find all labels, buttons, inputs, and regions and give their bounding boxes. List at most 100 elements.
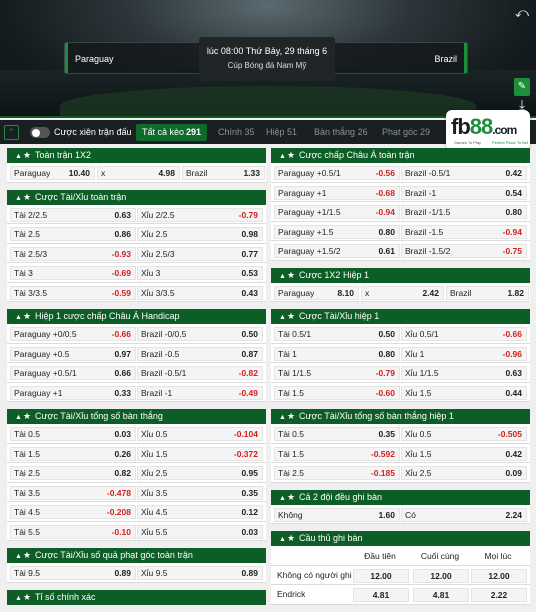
odds-button[interactable]: Xỉu 3 0.53 bbox=[137, 266, 263, 280]
odds-button[interactable]: Paraguay +0.5/1 -0.56 bbox=[274, 166, 400, 180]
star-icon[interactable]: ★ bbox=[23, 591, 32, 602]
odds-button[interactable]: Paraguay +1 0.33 bbox=[10, 385, 136, 400]
odds-button[interactable]: Tài 2.5 0.82 bbox=[10, 466, 136, 480]
odds-button[interactable]: x 4.98 bbox=[97, 166, 180, 180]
odds-button[interactable]: Tài 1.5 -0.60 bbox=[274, 385, 400, 400]
odds-button[interactable]: Xỉu 2.5 0.98 bbox=[137, 227, 263, 241]
odds-button[interactable]: Paraguay +0/0.5 -0.66 bbox=[10, 327, 136, 341]
collapse-icon[interactable]: ▲ bbox=[279, 153, 286, 160]
star-icon[interactable]: ★ bbox=[287, 269, 296, 280]
collapse-icon[interactable]: ▲ bbox=[15, 153, 22, 160]
back-icon[interactable]: ⤺ bbox=[515, 5, 529, 20]
download-icon[interactable]: ⤓ bbox=[519, 97, 525, 112]
odds-button[interactable]: Paraguay +0.5/1 0.66 bbox=[10, 366, 136, 380]
odds-button[interactable]: Tài 1 0.80 bbox=[274, 346, 400, 361]
odds-button[interactable]: 4.81 bbox=[413, 588, 469, 602]
odds-button[interactable]: Paraguay +1 -0.68 bbox=[274, 185, 400, 200]
combo-toggle[interactable] bbox=[30, 127, 50, 138]
collapse-icon[interactable]: ▲ bbox=[279, 494, 286, 502]
odds-button[interactable]: Tài 3/3.5 -0.59 bbox=[10, 285, 136, 300]
market-header[interactable]: ▲★ Hiệp 1 cược chấp Châu Á Handicap bbox=[7, 309, 266, 324]
odds-button[interactable]: Paraguay +1/1.5 -0.94 bbox=[274, 205, 400, 219]
market-header[interactable]: ▲★ Cược chấp Châu Á toàn trận bbox=[271, 148, 530, 163]
odds-button[interactable]: 12.00 bbox=[471, 568, 527, 583]
collapse-icon[interactable]: ▲ bbox=[15, 314, 22, 321]
tab-main[interactable]: Chính 35 bbox=[218, 127, 255, 137]
odds-button[interactable]: Tài 0.5 0.03 bbox=[10, 427, 136, 441]
odds-button[interactable]: Brazil -1.5/2 -0.75 bbox=[401, 244, 527, 258]
odds-button[interactable]: Tài 1.5 0.26 bbox=[10, 446, 136, 461]
star-icon[interactable]: ★ bbox=[23, 311, 32, 321]
collapse-icon[interactable]: ▲ bbox=[15, 594, 22, 602]
odds-button[interactable]: Paraguay 8.10 bbox=[274, 285, 359, 300]
odds-button[interactable]: Xỉu 2.5 0.09 bbox=[401, 466, 527, 480]
collapse-icon[interactable]: ▲ bbox=[15, 194, 22, 202]
odds-button[interactable]: Brazil -1 -0.49 bbox=[137, 385, 263, 400]
odds-button[interactable]: Brazil -0.5/1 -0.82 bbox=[137, 366, 263, 380]
odds-button[interactable]: Tài 2/2.5 0.63 bbox=[10, 207, 136, 222]
odds-button[interactable]: Xỉu 0.5 -0.505 bbox=[401, 427, 527, 441]
odds-button[interactable]: Xỉu 3.5 0.35 bbox=[137, 485, 263, 500]
odds-button[interactable]: Tài 9.5 0.89 bbox=[10, 566, 136, 580]
star-icon[interactable]: ★ bbox=[23, 550, 32, 560]
odds-button[interactable]: Xỉu 1.5 0.44 bbox=[401, 385, 527, 400]
odds-button[interactable]: Xỉu 9.5 0.89 bbox=[137, 566, 263, 580]
collapse-icon[interactable]: ▲ bbox=[279, 414, 286, 421]
market-header[interactable]: ▲★ Cả 2 đội đều ghi bàn bbox=[271, 489, 530, 505]
star-icon[interactable]: ★ bbox=[287, 491, 296, 502]
odds-button[interactable]: Tài 1/1.5 -0.79 bbox=[274, 366, 400, 380]
odds-button[interactable]: Xỉu 4.5 0.12 bbox=[137, 505, 263, 519]
pin-icon[interactable]: ✎ bbox=[514, 78, 530, 96]
tab-all[interactable]: Tất cả kèo 291 bbox=[136, 124, 208, 141]
collapse-all-icon[interactable]: ⌃ bbox=[4, 125, 19, 140]
odds-button[interactable]: Tài 0.5/1 0.50 bbox=[274, 327, 400, 341]
collapse-icon[interactable]: ▲ bbox=[15, 414, 22, 421]
odds-button[interactable]: 12.00 bbox=[413, 568, 469, 583]
odds-button[interactable]: Xỉu 1.5 -0.372 bbox=[137, 446, 263, 461]
market-header[interactable]: ▲★ Cược Tài/Xỉu tổng số bàn thắng hiệp 1 bbox=[271, 409, 530, 424]
odds-button[interactable]: 2.22 bbox=[471, 588, 527, 602]
odds-button[interactable]: Xỉu 3/3.5 0.43 bbox=[137, 285, 263, 300]
collapse-icon[interactable]: ▲ bbox=[279, 272, 286, 280]
odds-button[interactable]: Tài 0.5 0.35 bbox=[274, 427, 400, 441]
odds-button[interactable]: Brazil 1.82 bbox=[446, 285, 529, 300]
odds-button[interactable]: Brazil -0.5 0.87 bbox=[137, 346, 263, 361]
odds-button[interactable]: Xỉu 1 -0.96 bbox=[401, 346, 527, 361]
odds-button[interactable]: Tài 2.5 0.86 bbox=[10, 227, 136, 241]
market-header[interactable]: ▲★ Tỉ số chính xác bbox=[7, 589, 266, 605]
odds-button[interactable]: Brazil -0/0.5 0.50 bbox=[137, 327, 263, 341]
odds-button[interactable]: Tài 2.5/3 -0.93 bbox=[10, 246, 136, 261]
odds-button[interactable]: Có 2.24 bbox=[401, 507, 527, 522]
star-icon[interactable]: ★ bbox=[23, 191, 32, 202]
odds-button[interactable]: Xỉu 2.5 0.95 bbox=[137, 466, 263, 480]
odds-button[interactable]: Paraguay 10.40 bbox=[10, 166, 95, 180]
odds-button[interactable]: Tài 3.5 -0.478 bbox=[10, 485, 136, 500]
market-header[interactable]: ▲★ Cược Tài/Xỉu tổng số bàn thắng bbox=[7, 409, 266, 424]
odds-button[interactable]: Tài 3 -0.69 bbox=[10, 266, 136, 280]
odds-button[interactable]: Brazil -1 0.54 bbox=[401, 185, 527, 200]
odds-button[interactable]: Xỉu 1.5 0.42 bbox=[401, 446, 527, 461]
star-icon[interactable]: ★ bbox=[287, 311, 296, 321]
odds-button[interactable]: Brazil -1.5 -0.94 bbox=[401, 224, 527, 239]
odds-button[interactable]: Tài 5.5 -0.10 bbox=[10, 524, 136, 539]
odds-button[interactable]: x 2.42 bbox=[361, 285, 444, 300]
odds-button[interactable]: Tài 1.5 -0.592 bbox=[274, 446, 400, 461]
odds-button[interactable]: 12.00 bbox=[353, 568, 409, 583]
market-header[interactable]: ▲★ Toàn trận 1X2 bbox=[7, 148, 266, 163]
star-icon[interactable]: ★ bbox=[287, 411, 296, 421]
star-icon[interactable]: ★ bbox=[23, 411, 32, 421]
odds-button[interactable]: Paraguay +1.5/2 0.61 bbox=[274, 244, 400, 258]
star-icon[interactable]: ★ bbox=[287, 533, 296, 543]
market-header[interactable]: ▲★ Cược Tài/Xỉu hiệp 1 bbox=[271, 309, 530, 324]
star-icon[interactable]: ★ bbox=[287, 150, 296, 160]
collapse-icon[interactable]: ▲ bbox=[279, 314, 286, 321]
odds-button[interactable]: Brazil -1/1.5 0.80 bbox=[401, 205, 527, 219]
odds-button[interactable]: Paraguay +0.5 0.97 bbox=[10, 346, 136, 361]
odds-button[interactable]: Xỉu 5.5 0.03 bbox=[137, 524, 263, 539]
odds-button[interactable]: Xỉu 1/1.5 0.63 bbox=[401, 366, 527, 380]
market-header[interactable]: ▲★ Cược Tài/Xỉu số quả phạt góc toàn trận bbox=[7, 548, 266, 563]
tab-corners[interactable]: Phạt góc 29 bbox=[382, 127, 431, 137]
odds-button[interactable]: Tài 2.5 -0.185 bbox=[274, 466, 400, 480]
odds-button[interactable]: Xỉu 2.5/3 0.77 bbox=[137, 246, 263, 261]
odds-button[interactable]: Brazil 1.33 bbox=[182, 166, 265, 180]
